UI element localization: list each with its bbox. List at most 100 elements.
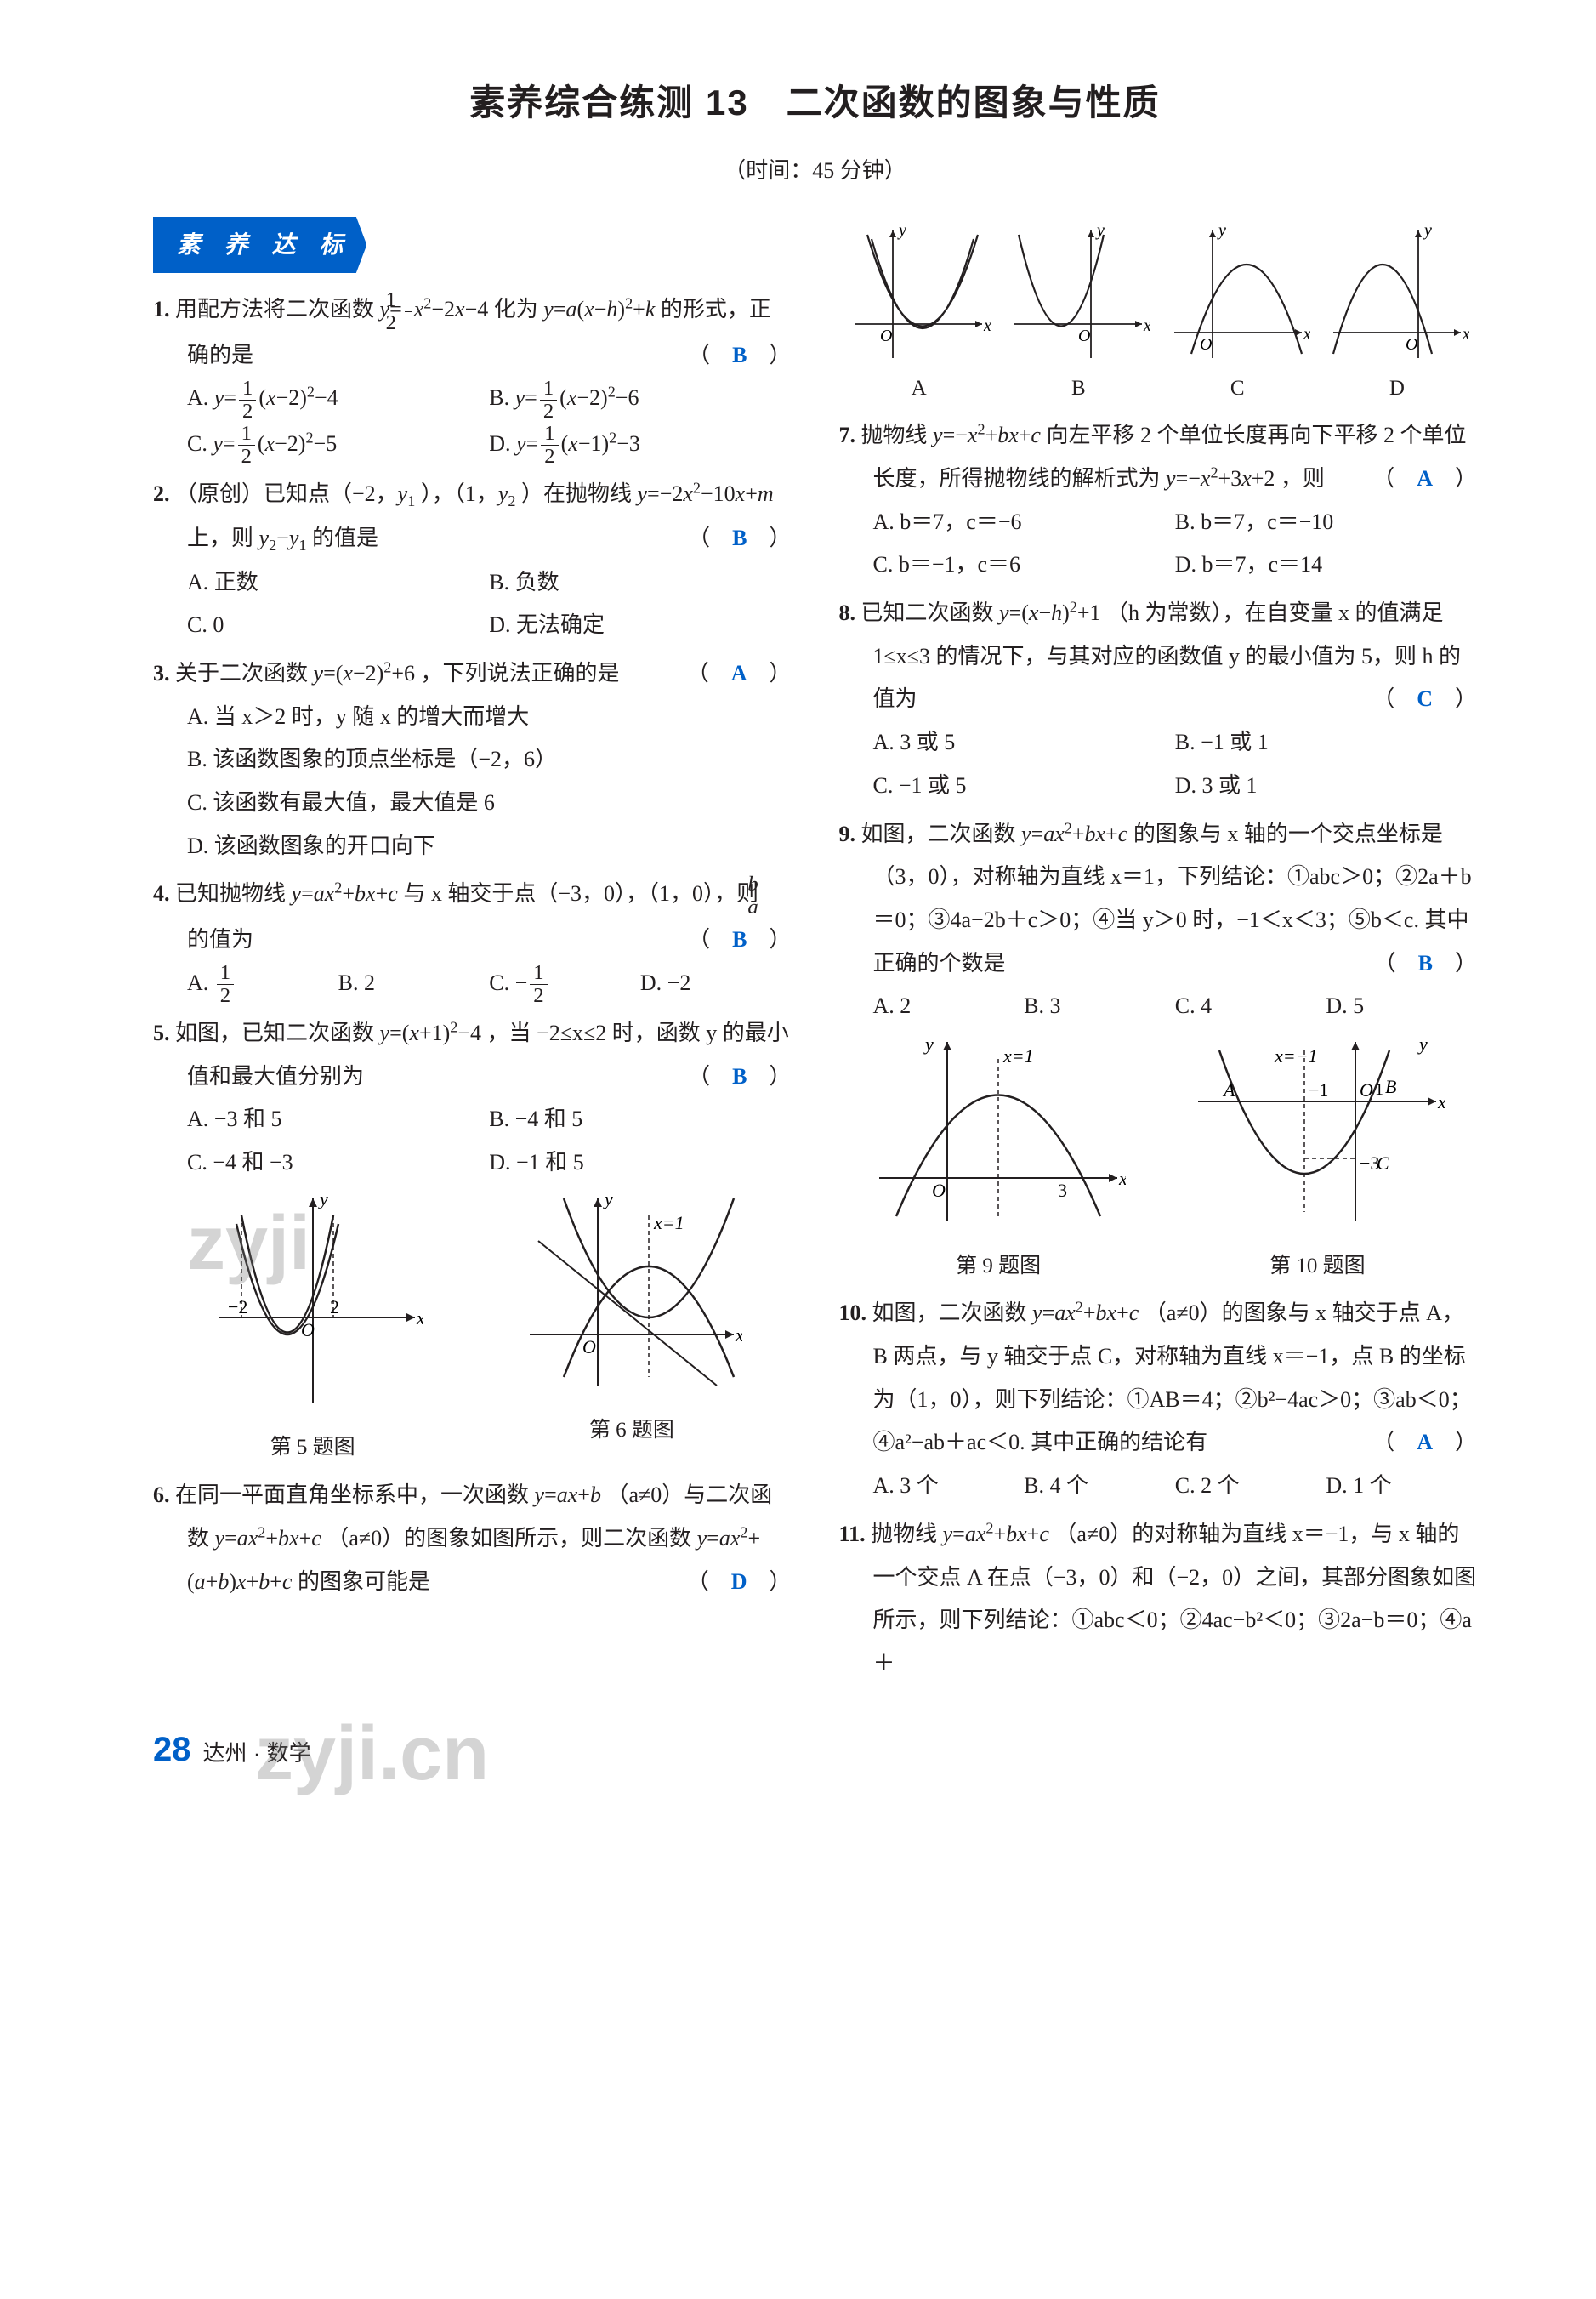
q3-answer: A xyxy=(731,661,747,686)
q6-stem-a: 在同一平面直角坐标系中，一次函数 xyxy=(175,1482,535,1507)
q9-answer: B xyxy=(1418,951,1433,976)
svg-text:x: x xyxy=(1462,325,1469,344)
svg-text:x: x xyxy=(735,1324,742,1346)
right-column: O xy O xy O xy O xy A B xyxy=(839,217,1478,1691)
svg-text:O: O xyxy=(880,327,892,345)
q6-labD: D xyxy=(1389,368,1405,410)
q5-optC: C. −4 和 −3 xyxy=(187,1141,489,1185)
q8-optA: A. 3 或 5 xyxy=(873,721,1175,765)
q8-num: 8. xyxy=(839,600,856,625)
q1-stem-a: 用配方法将二次函数 xyxy=(175,297,380,322)
page-subtitle: （时间：45 分钟） xyxy=(153,150,1477,193)
q5-figure: x y O −2 2 第 5 题图 xyxy=(202,1190,423,1469)
q6-figB: O xy xyxy=(1006,222,1150,367)
question-4: 4. 已知抛物线 y=ax2+bx+c 与 x 轴交于点（−3，0），（1，0）… xyxy=(153,873,792,1007)
q6-labC: C xyxy=(1230,368,1245,410)
q2-stem-a: （原创）已知点（−2， xyxy=(175,481,398,506)
svg-text:O: O xyxy=(932,1180,946,1201)
question-10: 10. 如图，二次函数 y=ax2+bx+c （a≠0）的图象与 x 轴交于点 … xyxy=(839,1292,1478,1507)
q7-answer: A xyxy=(1417,466,1433,491)
svg-text:O: O xyxy=(582,1336,596,1357)
q10-optB: B. 4 个 xyxy=(1024,1465,1175,1508)
q3-optB: B. 该函数图象的顶点坐标是（−2，6） xyxy=(187,738,792,782)
q6-caption: 第 6 题图 xyxy=(521,1410,742,1452)
q5-caption: 第 5 题图 xyxy=(202,1427,423,1469)
q10-figure: O xy x=−1 A B 1 −1 −3 C 第 10 题图 xyxy=(1190,1033,1445,1287)
q7-optD: D. b＝7，c＝14 xyxy=(1175,543,1477,587)
svg-text:x: x xyxy=(1118,1168,1126,1189)
question-9: 9. 如图，二次函数 y=ax2+bx+c 的图象与 x 轴的一个交点坐标是（3… xyxy=(839,813,1478,1288)
q8-optB: B. −1 或 1 xyxy=(1175,721,1477,765)
q6-stem-c: （a≠0）的图象如图所示，则二次函数 xyxy=(327,1526,696,1551)
q9-num: 9. xyxy=(839,822,856,846)
q4-stem-a: 已知抛物线 xyxy=(175,881,292,906)
q7-optC: C. b＝−1，c＝6 xyxy=(873,543,1175,587)
q3-optA: A. 当 x＞2 时，y 随 x 的增大而增大 xyxy=(187,696,792,739)
q10-optC: C. 2 个 xyxy=(1175,1465,1326,1508)
q2-optB: B. 负数 xyxy=(489,561,791,605)
svg-text:y: y xyxy=(1423,222,1432,240)
question-6: 6. 在同一平面直角坐标系中，一次函数 y=ax+b （a≠0）与二次函数 y=… xyxy=(153,1474,792,1603)
q9-optA: A. 2 xyxy=(873,985,1025,1028)
q9-optD: D. 5 xyxy=(1326,985,1477,1028)
q9-figure: O xy x=1 3 第 9 题图 xyxy=(871,1033,1126,1287)
q4-optD: D. −2 xyxy=(640,962,792,1007)
page-number: 28 xyxy=(153,1716,191,1783)
footer-label: 达州 · 数学 xyxy=(203,1732,311,1775)
svg-text:x=−1: x=−1 xyxy=(1274,1045,1317,1067)
q1-optC: C. y=12(x−2)2−5 xyxy=(187,423,489,468)
q5-optB: B. −4 和 5 xyxy=(489,1098,791,1141)
svg-text:1: 1 xyxy=(1375,1080,1383,1099)
q3-stem-b: ，下列说法正确的是 xyxy=(421,661,620,686)
q1-num: 1. xyxy=(153,297,170,322)
q2-stem-b: ），（1， xyxy=(421,481,498,506)
svg-text:x=1: x=1 xyxy=(653,1212,684,1233)
question-8: 8. 已知二次函数 y=(x−h)2+1 （h 为常数），在自变量 x 的值满足… xyxy=(839,592,1478,807)
svg-text:x: x xyxy=(1303,325,1310,344)
q2-optA: A. 正数 xyxy=(187,561,489,605)
svg-text:x=1: x=1 xyxy=(1002,1045,1034,1067)
svg-text:y: y xyxy=(318,1190,328,1209)
svg-text:B: B xyxy=(1385,1076,1396,1097)
q3-stem-a: 关于二次函数 xyxy=(175,661,314,686)
svg-text:y: y xyxy=(923,1033,934,1055)
q6-labA: A xyxy=(912,368,927,410)
q1-answer: B xyxy=(732,343,747,367)
q9-caption: 第 9 题图 xyxy=(871,1246,1126,1288)
svg-text:C: C xyxy=(1377,1152,1389,1174)
question-3: 3. 关于二次函数 y=(x−2)2+6 ，下列说法正确的是 （ A ） A. … xyxy=(153,652,792,868)
q10-optA: A. 3 个 xyxy=(873,1465,1025,1508)
svg-text:2: 2 xyxy=(330,1296,339,1317)
q6-figA: O xy xyxy=(846,222,991,367)
q6-num: 6. xyxy=(153,1482,170,1507)
question-7: 7. 抛物线 y=−x2+bx+c 向左平移 2 个单位长度再向下平移 2 个单… xyxy=(839,414,1478,587)
q1-optD: D. y=12(x−1)2−3 xyxy=(489,423,791,468)
page-footer: 28 达州 · 数学 xyxy=(153,1716,1477,1783)
q4-stem-c: 的值为 xyxy=(187,927,253,952)
q10-num: 10. xyxy=(839,1300,867,1325)
q4-optC: C. −12 xyxy=(489,962,640,1007)
q1-optB: B. y=12(x−2)2−6 xyxy=(489,377,791,422)
q6-figC: O xy xyxy=(1166,222,1310,367)
svg-text:y: y xyxy=(1217,222,1226,240)
q6-stem-d: 的图象可能是 xyxy=(298,1569,430,1594)
q8-stem-a: 已知二次函数 xyxy=(861,600,1000,625)
svg-text:x: x xyxy=(416,1307,423,1329)
q8-optC: C. −1 或 5 xyxy=(873,765,1175,808)
q11-stem-a: 抛物线 xyxy=(871,1522,943,1546)
q3-num: 3. xyxy=(153,661,170,686)
q4-num: 4. xyxy=(153,881,170,906)
q6-labB: B xyxy=(1071,368,1086,410)
q5-optA: A. −3 和 5 xyxy=(187,1098,489,1141)
question-11: 11. 抛物线 y=ax2+bx+c （a≠0）的对称轴为直线 x＝−1，与 x… xyxy=(839,1513,1478,1686)
q6-figD: O xy xyxy=(1325,222,1469,367)
q1-optA: A. y=12(x−2)2−4 xyxy=(187,377,489,422)
svg-text:A: A xyxy=(1222,1079,1235,1101)
section-label: 素 养 达 标 xyxy=(153,217,366,274)
q7-stem-c: ，则 xyxy=(1281,466,1325,491)
q4-optB: B. 2 xyxy=(338,962,490,1007)
q4-answer: B xyxy=(732,927,747,952)
q2-stem-c: ）在抛物线 xyxy=(521,481,638,506)
svg-text:y: y xyxy=(1417,1033,1428,1055)
q7-optA: A. b＝7，c＝−6 xyxy=(873,501,1175,544)
